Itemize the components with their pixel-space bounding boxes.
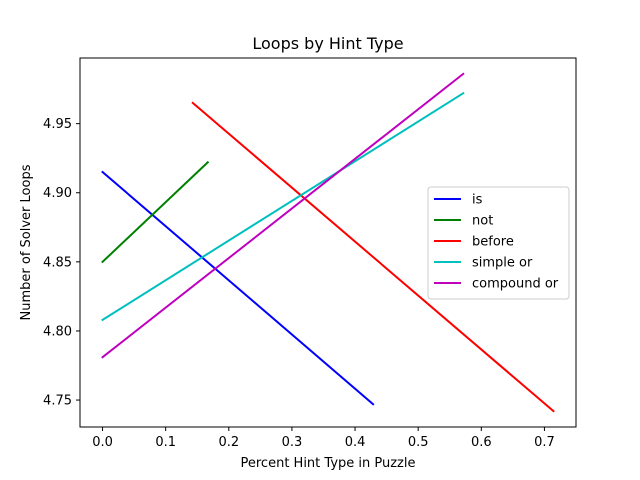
series-line-simple-or: [101, 91, 465, 322]
legend-label: simple or: [472, 256, 533, 271]
legend-label: before: [472, 235, 514, 250]
y-tick-label: 4.85: [43, 255, 72, 270]
x-axis-label: Percent Hint Type in Puzzle: [241, 456, 416, 471]
x-tick-label: 0.3: [282, 435, 303, 450]
chart-title: Loops by Hint Type: [252, 34, 403, 53]
x-tick-label: 0.6: [471, 435, 492, 450]
x-tick-label: 0.0: [92, 435, 113, 450]
y-axis-label: Number of Solver Loops: [19, 164, 34, 320]
legend-label: not: [472, 214, 493, 229]
series-line-is: [101, 170, 375, 406]
x-tick-label: 0.2: [218, 435, 239, 450]
legend-label: compound or: [472, 277, 559, 292]
plot-frame: [79, 57, 577, 428]
y-tick-label: 4.80: [43, 324, 72, 339]
x-axis: 0.0 0.1 0.2 0.3 0.4 0.5 0.6 0.7: [92, 427, 555, 450]
legend-box: [427, 186, 570, 300]
x-tick-label: 0.4: [345, 435, 366, 450]
series-line-not: [101, 160, 210, 264]
y-tick-label: 4.95: [43, 117, 72, 132]
y-tick-label: 4.75: [43, 394, 72, 409]
series-line-before: [191, 101, 555, 413]
x-tick-label: 0.7: [534, 435, 555, 450]
x-tick-label: 0.5: [408, 435, 429, 450]
legend-label: is: [472, 193, 483, 208]
y-axis: 4.75 4.80 4.85 4.90 4.95: [43, 117, 80, 409]
y-tick-label: 4.90: [43, 186, 72, 201]
legend: is not before simple or compound or: [427, 186, 570, 300]
x-tick-label: 0.1: [155, 435, 176, 450]
series-line-compound-or: [101, 72, 465, 359]
series-layer: [101, 72, 555, 413]
